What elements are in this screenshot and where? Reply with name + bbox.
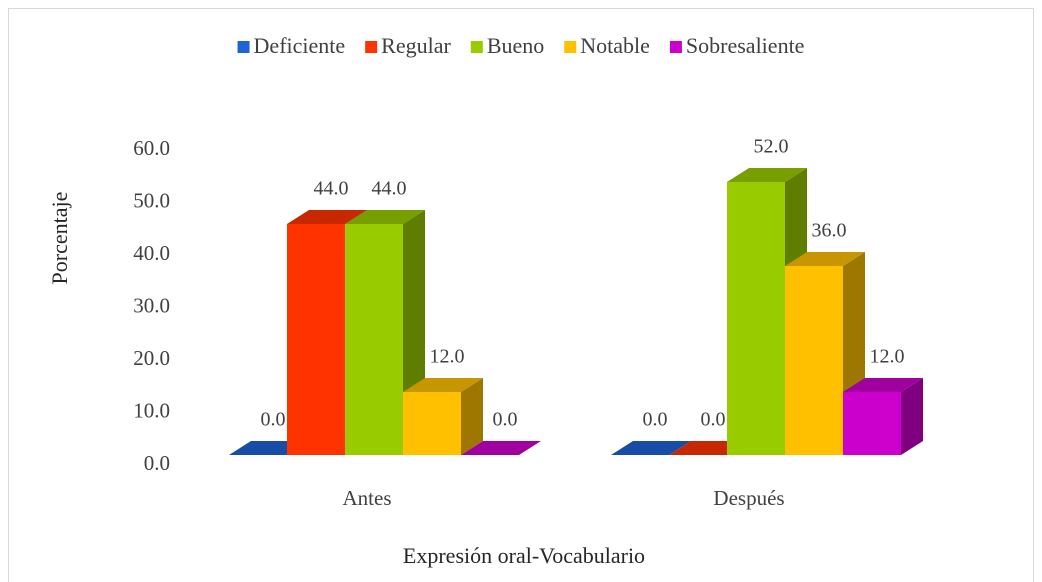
y-tick-label: 10.0 bbox=[133, 398, 170, 422]
y-tick-label: 50.0 bbox=[133, 188, 170, 212]
data-label: 36.0 bbox=[812, 220, 847, 242]
data-label: 0.0 bbox=[643, 409, 668, 431]
legend-label: Bueno bbox=[487, 33, 544, 58]
legend-swatch bbox=[669, 41, 682, 53]
legend-label: Notable bbox=[580, 33, 650, 58]
x-axis-title: Expresión oral-Vocabulario bbox=[403, 543, 645, 568]
bar-side bbox=[901, 378, 923, 455]
bar-top bbox=[287, 210, 367, 224]
bar-front bbox=[345, 224, 403, 455]
legend-label: Deficiente bbox=[254, 33, 346, 58]
data-label: 52.0 bbox=[754, 136, 789, 158]
bar-front bbox=[785, 266, 843, 455]
bar-top bbox=[403, 378, 483, 392]
legend-swatch bbox=[365, 41, 378, 53]
bar-top bbox=[843, 378, 923, 392]
legend-swatch bbox=[470, 41, 483, 53]
legend-label: Sobresaliente bbox=[686, 33, 805, 58]
x-tick-label: Antes bbox=[343, 486, 392, 510]
bar-front bbox=[403, 392, 461, 455]
bar-front bbox=[727, 182, 785, 455]
bar bbox=[843, 378, 923, 455]
bar-front bbox=[287, 224, 345, 455]
y-axis-title: Porcentaje bbox=[47, 192, 72, 285]
bar bbox=[461, 441, 541, 455]
data-label: 0.0 bbox=[493, 409, 518, 431]
bar-front bbox=[843, 392, 901, 455]
y-tick-label: 40.0 bbox=[133, 241, 170, 265]
data-label: 44.0 bbox=[314, 178, 349, 200]
y-tick-label: 20.0 bbox=[133, 346, 170, 370]
data-label: 0.0 bbox=[701, 409, 726, 431]
bar-top bbox=[611, 441, 691, 455]
legend-label: Regular bbox=[381, 33, 451, 58]
bar-top bbox=[345, 210, 425, 224]
bar bbox=[403, 378, 483, 455]
x-tick-label: Después bbox=[713, 486, 784, 510]
y-tick-label: 60.0 bbox=[133, 136, 170, 160]
bar bbox=[727, 168, 807, 455]
bar-side bbox=[461, 378, 483, 455]
bar-top bbox=[461, 441, 541, 455]
legend-swatch bbox=[564, 41, 577, 53]
bar bbox=[611, 441, 691, 455]
y-tick-label: 30.0 bbox=[133, 293, 170, 317]
data-label: 0.0 bbox=[261, 409, 286, 431]
data-label: 44.0 bbox=[372, 178, 407, 200]
data-label: 12.0 bbox=[870, 346, 905, 368]
y-tick-label: 0.0 bbox=[144, 451, 170, 475]
data-label: 12.0 bbox=[430, 346, 465, 368]
legend-swatch bbox=[237, 41, 250, 53]
bar-top bbox=[727, 168, 807, 182]
bar-top bbox=[785, 252, 865, 266]
